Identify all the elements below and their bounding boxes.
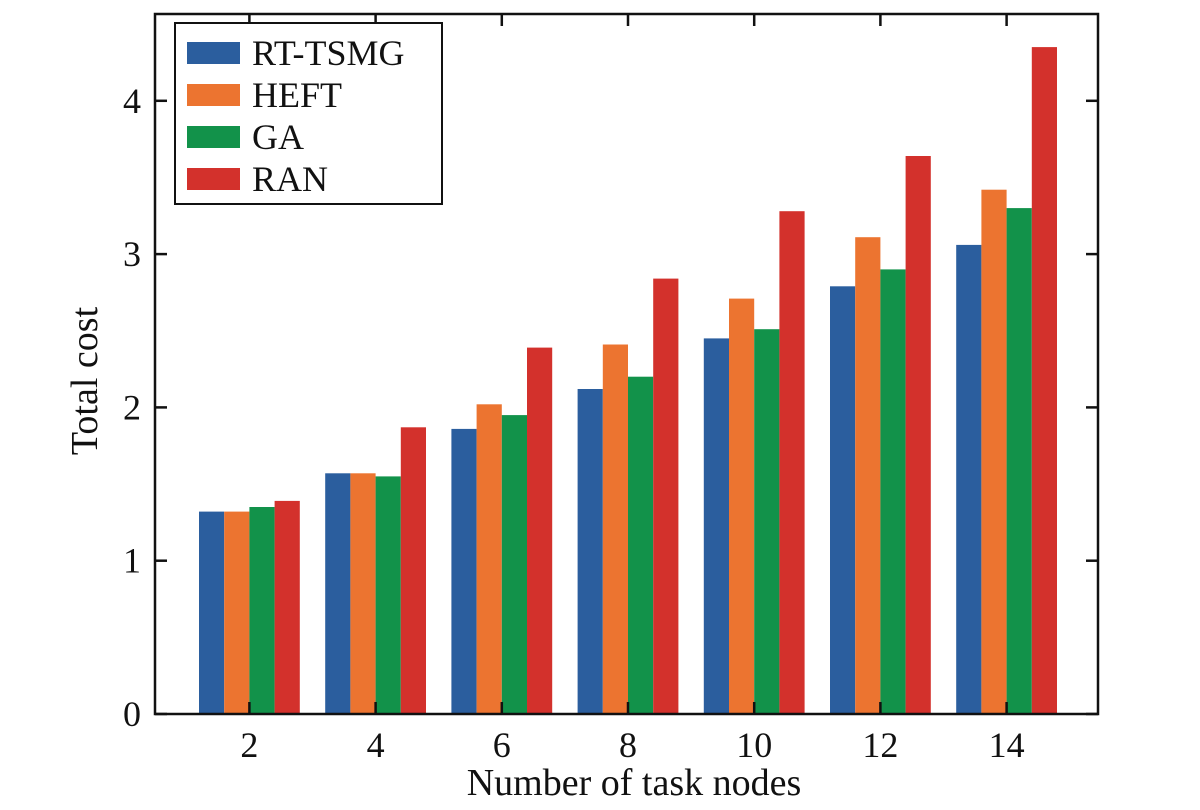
- bar-ga-2: [249, 507, 275, 714]
- y-tick-label: 0: [123, 694, 141, 734]
- x-tick-label-4: 4: [367, 725, 385, 765]
- x-tick-label-6: 6: [493, 725, 511, 765]
- bar-heft-12: [855, 237, 881, 714]
- bar-ran-8: [653, 278, 679, 714]
- x-axis: 2 4 6 8 10 12 14: [240, 14, 1025, 765]
- bar-heft-10: [729, 298, 755, 714]
- bar-rt-tsmg-6: [451, 428, 477, 714]
- bar-ran-12: [905, 156, 931, 714]
- legend-swatch-ga: [187, 126, 240, 148]
- x-tick-label-14: 14: [989, 725, 1025, 765]
- bar-ran-4: [400, 427, 426, 714]
- bar-ran-2: [274, 500, 300, 714]
- legend-label-ran: RAN: [252, 159, 328, 199]
- plot-frame: [153, 12, 1100, 716]
- bar-rt-tsmg-12: [830, 286, 856, 714]
- bar-heft-14: [981, 189, 1007, 714]
- legend-swatch-ran: [187, 168, 240, 190]
- y-axis: 0 1 2 3 4: [123, 81, 1098, 734]
- legend-swatch-heft: [187, 84, 240, 106]
- bar-heft-6: [476, 404, 502, 714]
- y-tick-label: 1: [123, 541, 141, 581]
- y-tick-label: 4: [123, 81, 141, 121]
- legend-label-rt-tsmg: RT-TSMG: [252, 33, 405, 73]
- bar-ga-10: [754, 329, 780, 714]
- bar-rt-tsmg-8: [577, 389, 603, 714]
- legend-label-ga: GA: [252, 117, 304, 157]
- bar-ran-14: [1031, 47, 1057, 715]
- bar-ga-14: [1006, 208, 1032, 714]
- bar-ran-6: [527, 347, 553, 714]
- y-tick-label: 3: [123, 234, 141, 274]
- bar-ran-10: [779, 211, 805, 714]
- x-tick-label-2: 2: [240, 725, 258, 765]
- bar-heft-2: [224, 511, 250, 714]
- bar-heft-8: [602, 344, 628, 714]
- bar-ga-12: [880, 269, 906, 714]
- bar-rt-tsmg-4: [325, 473, 351, 714]
- bar-ga-4: [375, 476, 401, 714]
- x-tick-label-8: 8: [619, 725, 637, 765]
- y-axis-title: Total cost: [64, 306, 106, 455]
- x-axis-title: Number of task nodes: [467, 762, 802, 804]
- x-tick-label-12: 12: [862, 725, 898, 765]
- legend-swatch-rt-tsmg: [187, 42, 240, 64]
- bar-heft-4: [350, 473, 376, 714]
- bar-ga-8: [628, 376, 654, 714]
- legend-label-heft: HEFT: [252, 75, 342, 115]
- y-tick-label: 2: [123, 387, 141, 427]
- bar-rt-tsmg-10: [703, 338, 729, 714]
- x-tick-label-10: 10: [736, 725, 772, 765]
- bars-group: [199, 47, 1057, 715]
- bar-ga-6: [501, 415, 527, 714]
- bar-rt-tsmg-14: [956, 244, 982, 714]
- bar-rt-tsmg-2: [199, 511, 225, 714]
